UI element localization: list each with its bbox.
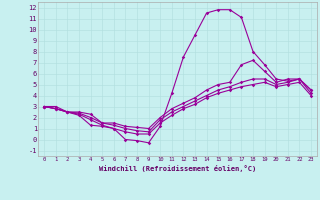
X-axis label: Windchill (Refroidissement éolien,°C): Windchill (Refroidissement éolien,°C) xyxy=(99,165,256,172)
